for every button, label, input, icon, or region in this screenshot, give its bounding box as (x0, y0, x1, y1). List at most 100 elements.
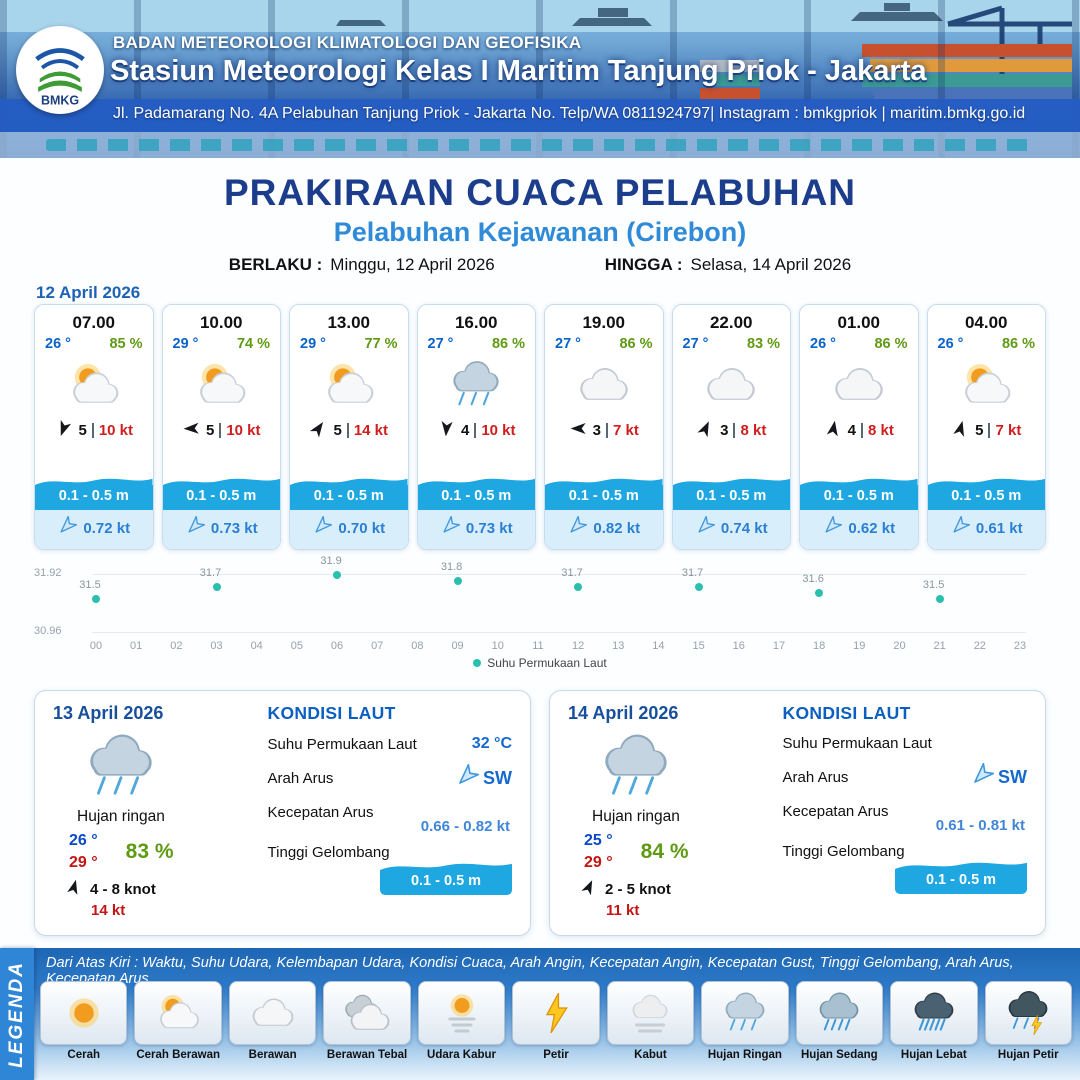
hourly-humidity: 86 % (491, 336, 525, 352)
weather-icon-hujan-petir (984, 981, 1072, 1045)
wind-value: 3 (720, 421, 729, 439)
legend-item-label: Hujan Sedang (801, 1049, 878, 1061)
chart-point-label: 31.7 (681, 567, 704, 580)
chart-y-tick: 30.96 (34, 625, 62, 637)
chart-point-label: 31.8 (440, 561, 463, 574)
wave-height-value: 0.1 - 0.5 m (545, 485, 663, 510)
chart-x-tick: 02 (170, 640, 183, 652)
chart-point (815, 589, 824, 598)
legend-item-label: Berawan Tebal (326, 1049, 408, 1061)
hourly-temp-humidity: 26 ° 86 % (800, 333, 918, 352)
legend-item-label: Cerah Berawan (136, 1049, 221, 1061)
separator (91, 422, 94, 438)
legend-item-label: Cerah (67, 1049, 101, 1061)
chart-point-label: 31.6 (802, 573, 824, 586)
weather-icon-hujan-ringan (418, 354, 536, 416)
chart-x-tick: 07 (371, 640, 384, 652)
daily-temp-max: 29 ° (584, 853, 613, 871)
daily-date: 13 April 2026 (53, 703, 164, 723)
chart-x-tick: 15 (692, 640, 705, 652)
hourly-humidity: 86 % (1001, 336, 1035, 352)
hourly-forecast-card: 19.00 27 ° 86 % 3 7 kt 0.1 - 0.5 m 0.82 … (544, 304, 664, 550)
weather-icon-cerah (40, 981, 128, 1045)
hourly-current: 0.73 kt (162, 510, 280, 549)
hourly-wind: 3 8 kt (673, 418, 791, 442)
chart-gridline (92, 632, 1026, 633)
hourly-forecast-card: 07.00 26 ° 85 % 5 10 kt 0.1 - 0.5 m 0.72… (34, 304, 154, 550)
chart-x-tick: 04 (250, 640, 263, 652)
hourly-current: 0.82 kt (545, 510, 663, 549)
separator (733, 422, 736, 438)
wave-curve-icon (927, 478, 1045, 485)
wind-value: 5 (205, 421, 215, 439)
chart-point (935, 595, 944, 604)
hourly-humidity: 83 % (746, 336, 780, 352)
hourly-wind: 4 10 kt (418, 418, 536, 442)
wave-height-value: 0.1 - 0.5 m (895, 869, 1027, 894)
hourly-temp-humidity: 26 ° 86 % (928, 333, 1046, 352)
wind-speed: 7 kt (612, 421, 639, 439)
hourly-forecast-card: 01.00 26 ° 86 % 4 8 kt 0.1 - 0.5 m 0.62 … (799, 304, 919, 550)
wave-height-value: 0.1 - 0.5 m (927, 485, 1045, 510)
wave-height-band: 0.1 - 0.5 m (290, 476, 408, 510)
valid-to-value: Selasa, 14 April 2026 (690, 255, 852, 274)
weather-icon-petir (512, 981, 600, 1045)
chart-x-tick: 21 (933, 640, 946, 652)
hourly-temp: 29 ° (172, 336, 199, 352)
hourly-temp-humidity: 27 ° 83 % (673, 333, 791, 352)
valid-from-value: Minggu, 12 April 2026 (330, 255, 495, 274)
hourly-temp-humidity: 27 ° 86 % (545, 333, 663, 352)
wave-height-band: 0.1 - 0.5 m (672, 476, 790, 510)
hourly-forecast-card: 13.00 29 ° 77 % 5 14 kt 0.1 - 0.5 m 0.70… (289, 304, 409, 550)
hourly-time: 10.00 (199, 313, 243, 332)
hourly-current: 0.73 kt (417, 510, 535, 549)
wave-curve-icon (380, 863, 512, 870)
chart-x-tick: 06 (330, 640, 344, 652)
address-band (0, 99, 1080, 132)
weather-icon-cerah-berawan (163, 354, 281, 416)
chart-point (92, 595, 100, 604)
wave-height-value: 0.1 - 0.5 m (800, 485, 918, 510)
wave-height-graphic: 0.1 - 0.5 m (895, 860, 1027, 894)
sst-chart-plot: 31.92 30.96 00 01 02 03 04 05 06 07 08 09 10 11 12 13 14… (34, 555, 1046, 652)
legend-item: Berawan (228, 981, 317, 1061)
sst-chart-legend: Suhu Permukaan Laut (34, 656, 1046, 670)
wind-speed: 8 kt (740, 421, 767, 439)
current-speed: 0.62 kt (848, 520, 896, 537)
hourly-date: 12 April 2026 (36, 283, 141, 302)
hourly-time: 07.00 (72, 313, 116, 332)
daily-humidity: 84 % (640, 839, 689, 863)
wave-curve-icon (672, 478, 790, 485)
separator (219, 422, 222, 438)
wave-height-band: 0.1 - 0.5 m (417, 476, 535, 510)
bmkg-logo-icon: BMKG (35, 48, 85, 107)
daily-wind: 2 - 5 knot (568, 878, 775, 900)
agency-name: BADAN METEOROLOGI KLIMATOLOGI DAN GEOFIS… (113, 33, 582, 52)
chart-x-tick: 13 (612, 640, 625, 652)
daily-gust-speed: 14 kt (91, 902, 126, 920)
chart-point-label: 31.7 (561, 567, 583, 580)
current-speed: 0.82 kt (593, 520, 641, 537)
hourly-temp: 27 ° (427, 336, 454, 352)
wave-height-value: 0.1 - 0.5 m (417, 485, 535, 510)
hourly-current: 0.70 kt (290, 510, 408, 549)
wind-direction-icon (182, 419, 201, 442)
chart-point (574, 583, 583, 592)
wave-curve-icon (800, 478, 918, 485)
legend-item: Udara Kabur (417, 981, 506, 1061)
hourly-humidity: 77 % (364, 336, 398, 352)
chart-point (212, 583, 221, 592)
wind-direction-icon (569, 419, 588, 442)
hourly-current: 0.62 kt (800, 510, 918, 549)
hourly-wind: 5 10 kt (35, 418, 153, 442)
weather-icon-cerah-berawan (928, 354, 1046, 416)
hourly-current: 0.61 kt (927, 510, 1045, 549)
chart-x-tick: 03 (210, 640, 223, 652)
chart-point (333, 571, 342, 580)
wind-value: 4 (847, 421, 856, 439)
wave-height-band: 0.1 - 0.5 m (35, 476, 153, 510)
seat-row-graphic (46, 139, 1034, 151)
chart-x-tick: 00 (89, 640, 103, 652)
hourly-forecast-card: 10.00 29 ° 74 % 5 10 kt 0.1 - 0.5 m 0.73… (161, 304, 281, 550)
